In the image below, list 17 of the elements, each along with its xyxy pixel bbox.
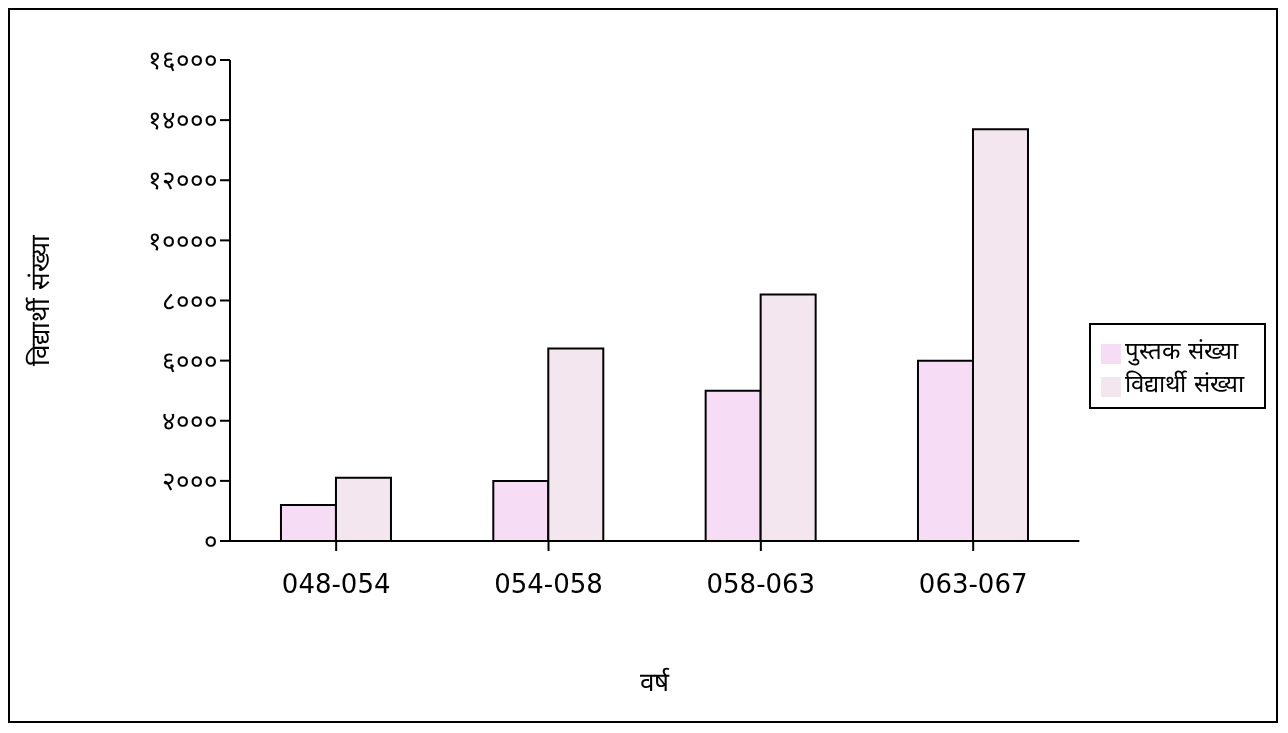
y-tick-label: ६००० [162, 345, 218, 376]
y-tick-label: १६००० [148, 45, 218, 76]
x-tick-label: 054-058 [494, 569, 603, 600]
y-tick-label: २००० [162, 466, 218, 497]
x-tick-label: 063-067 [918, 569, 1028, 600]
y-tick-label: ८००० [162, 285, 218, 316]
legend-label: पुस्तक संख्या [1125, 336, 1238, 365]
y-axis-title: विद्यार्थी संख्या [25, 233, 56, 367]
x-tick-label: 048-054 [281, 569, 391, 600]
y-tick-label: १२००० [148, 165, 218, 196]
x-tick-label: 058-063 [706, 569, 816, 600]
legend-label: विद्यार्थी संख्या [1125, 369, 1244, 398]
y-tick-label: १०००० [148, 225, 218, 256]
y-tick-label: ० [204, 526, 218, 557]
y-tick-label: १४००० [148, 105, 218, 136]
y-tick-label: ४००० [162, 405, 218, 436]
x-axis-title: वर्ष [640, 667, 671, 697]
